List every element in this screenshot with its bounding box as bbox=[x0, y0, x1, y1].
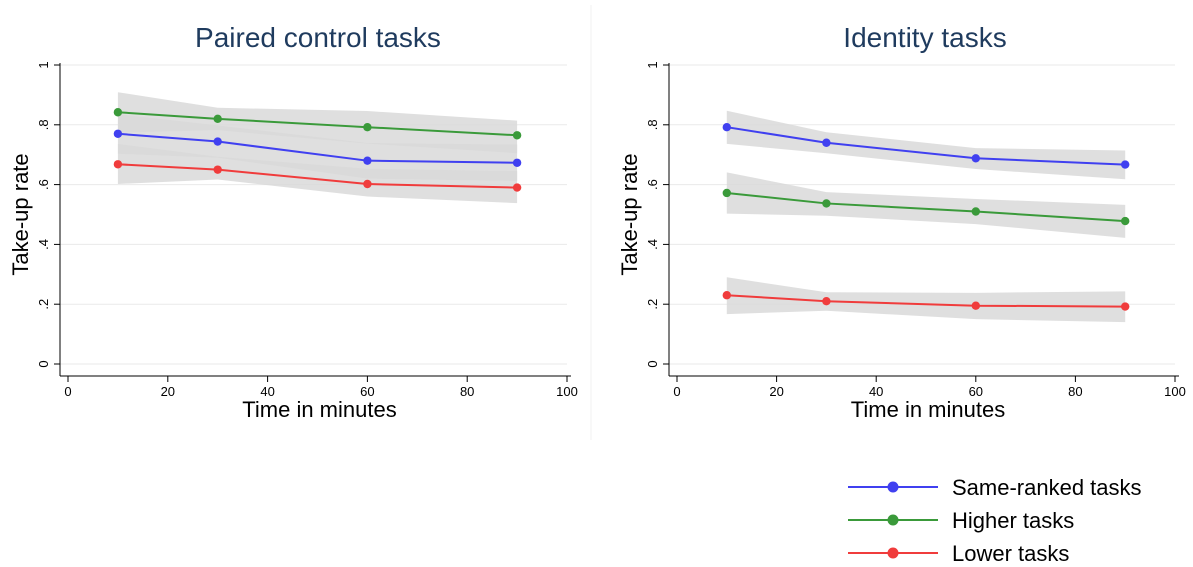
data-point bbox=[1121, 302, 1130, 311]
series-line-1 bbox=[117, 132, 518, 164]
data-point bbox=[512, 183, 522, 192]
ci-band-1 bbox=[117, 114, 518, 182]
chart-title: Paired control tasks bbox=[195, 22, 441, 53]
legend-label: Lower tasks bbox=[952, 541, 1069, 566]
x-tick-label: 80 bbox=[460, 384, 474, 399]
data-point bbox=[213, 165, 222, 174]
y-tick-label: .8 bbox=[36, 119, 51, 130]
y-tick-label: .6 bbox=[645, 179, 660, 190]
y-tick-label: .4 bbox=[36, 239, 51, 250]
y-tick-label: 0 bbox=[645, 360, 660, 367]
y-tick-label: .8 bbox=[645, 119, 660, 130]
series-line-3 bbox=[117, 163, 518, 189]
chart-title: Identity tasks bbox=[843, 22, 1006, 53]
x-tick-label: 80 bbox=[1068, 384, 1082, 399]
y-axis-label: Take-up rate bbox=[8, 153, 33, 275]
data-point bbox=[822, 297, 831, 306]
legend: Same-ranked tasks Higher tasks Lower tasks bbox=[848, 475, 1142, 566]
x-tick-label: 100 bbox=[556, 384, 578, 399]
y-tick-label: 1 bbox=[645, 61, 660, 68]
legend-label: Same-ranked tasks bbox=[952, 475, 1142, 500]
data-point bbox=[1121, 160, 1130, 169]
x-tick-label: 20 bbox=[161, 384, 175, 399]
data-point bbox=[363, 156, 372, 165]
x-tick-label: 20 bbox=[769, 384, 783, 399]
x-tick-label: 40 bbox=[869, 384, 883, 399]
y-tick-label: .2 bbox=[36, 299, 51, 310]
x-axis-label: Time in minutes bbox=[851, 397, 1005, 422]
ci-band-3 bbox=[726, 277, 1126, 323]
data-point bbox=[113, 108, 123, 117]
data-point bbox=[113, 129, 123, 138]
series-line-1 bbox=[726, 126, 1126, 166]
legend-marker bbox=[887, 514, 899, 526]
y-tick-label: 1 bbox=[36, 61, 51, 68]
data-point bbox=[113, 160, 123, 169]
chart-panel-1: Paired control tasks 0 .2 .4 .6 .8 1 0 20 40 60 80 1… bbox=[8, 22, 578, 422]
x-tick-label: 0 bbox=[673, 384, 680, 399]
x-tick-label: 60 bbox=[360, 384, 374, 399]
data-point bbox=[822, 138, 831, 147]
chart-panel-2: Identity tasks 0 .2 .4 .6 .8 1 0 20 40 60 80 100 Time… bbox=[617, 22, 1186, 422]
series-line-2 bbox=[117, 111, 518, 137]
ci-band-1 bbox=[726, 110, 1126, 180]
data-point bbox=[1121, 216, 1130, 226]
ci-band-3 bbox=[117, 143, 518, 204]
data-point bbox=[971, 301, 980, 310]
series-line-2 bbox=[726, 191, 1126, 223]
x-tick-label: 100 bbox=[1164, 384, 1186, 399]
x-tick-label: 60 bbox=[969, 384, 983, 399]
data-point bbox=[363, 122, 372, 132]
data-point bbox=[512, 131, 522, 140]
data-point bbox=[822, 199, 831, 208]
y-tick-label: .2 bbox=[645, 299, 660, 310]
data-point bbox=[213, 114, 222, 124]
legend-marker bbox=[887, 481, 899, 493]
x-tick-label: 40 bbox=[260, 384, 274, 399]
x-tick-label: 0 bbox=[64, 384, 71, 399]
y-tick-label: .6 bbox=[36, 179, 51, 190]
legend-label: Higher tasks bbox=[952, 508, 1074, 533]
series-line-3 bbox=[726, 294, 1126, 308]
y-axis-label: Take-up rate bbox=[617, 153, 642, 275]
legend-marker bbox=[887, 547, 899, 559]
ci-band-2 bbox=[117, 92, 518, 154]
data-point bbox=[512, 158, 522, 167]
data-point bbox=[971, 154, 980, 163]
data-point bbox=[722, 291, 731, 300]
data-point bbox=[363, 179, 372, 189]
data-point bbox=[213, 137, 222, 146]
ci-band-2 bbox=[726, 172, 1126, 238]
data-point bbox=[722, 188, 731, 198]
x-axis-label: Time in minutes bbox=[242, 397, 396, 422]
data-point bbox=[722, 122, 731, 132]
y-tick-label: 0 bbox=[36, 360, 51, 367]
data-point bbox=[971, 207, 980, 216]
y-tick-label: .4 bbox=[645, 239, 660, 250]
